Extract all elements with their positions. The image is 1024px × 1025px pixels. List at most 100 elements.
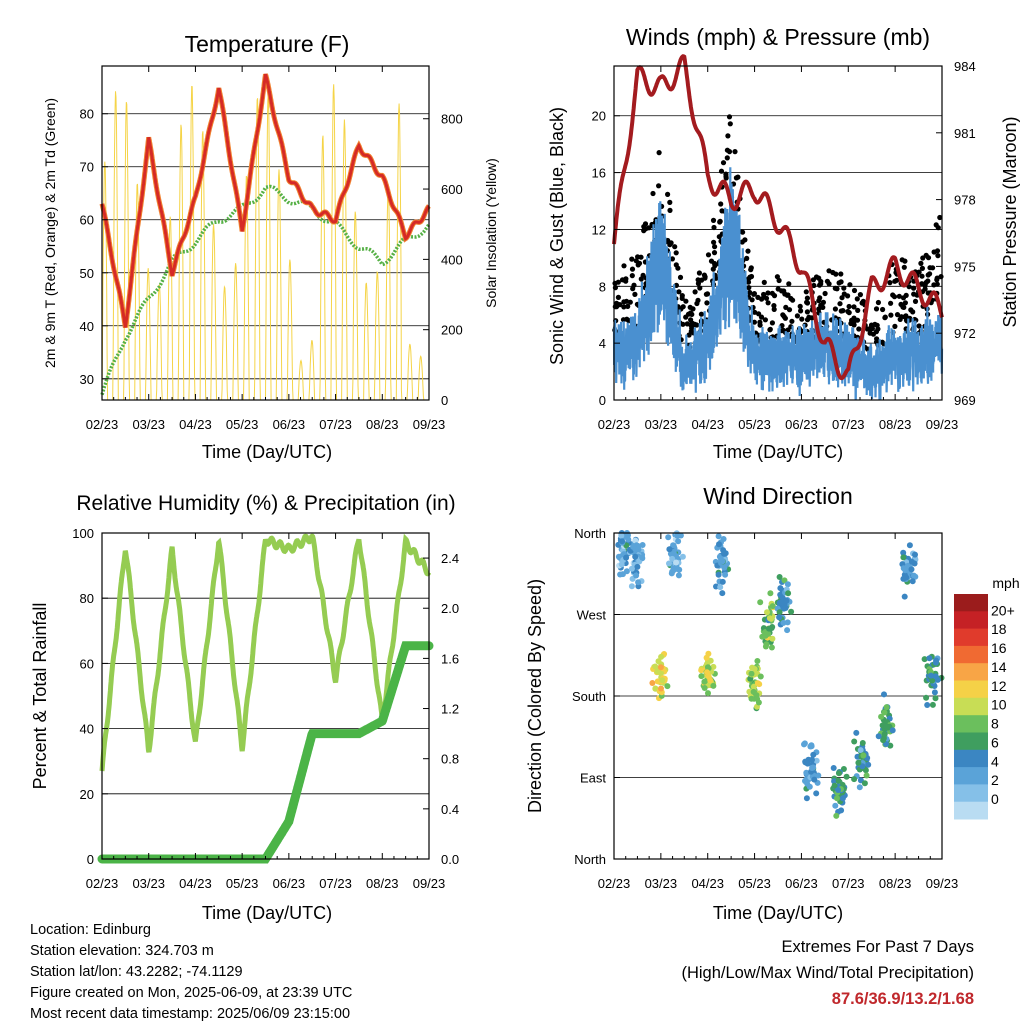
gust-point bbox=[703, 291, 710, 297]
temperature-panel: Temperature (F) 02/23 03/23 04/23 05/23 06/2… bbox=[42, 31, 499, 462]
direction-point bbox=[900, 554, 907, 561]
gust-point bbox=[667, 207, 673, 213]
direction-panel: Wind Direction 02/23 03/23 04/23 05/23 06/23… bbox=[525, 483, 1020, 923]
y-tick-label: 20 bbox=[80, 787, 94, 802]
gust-point bbox=[698, 311, 705, 317]
colorbar-swatch bbox=[954, 680, 988, 699]
x-tick-label: 02/23 bbox=[598, 417, 631, 432]
gust-point bbox=[710, 266, 716, 272]
x-tick-label: 05/23 bbox=[226, 417, 259, 432]
direction-point bbox=[619, 571, 626, 578]
gust-point bbox=[677, 274, 684, 280]
gust-point bbox=[859, 300, 865, 306]
direction-point bbox=[655, 668, 662, 675]
temperature-9m-line bbox=[99, 73, 431, 328]
direction-point bbox=[666, 560, 672, 567]
gust-point bbox=[623, 298, 630, 304]
gust-point bbox=[896, 293, 902, 299]
x-tick-label: 05/23 bbox=[226, 876, 259, 891]
gust-point bbox=[761, 291, 767, 298]
direction-point bbox=[803, 795, 810, 802]
direction-point bbox=[931, 689, 938, 696]
gust-point bbox=[621, 304, 627, 310]
gust-point bbox=[803, 289, 809, 295]
gust-point bbox=[879, 339, 885, 345]
gust-point bbox=[725, 133, 731, 139]
direction-point bbox=[908, 566, 915, 573]
gust-point bbox=[688, 317, 694, 323]
gust-point bbox=[873, 306, 880, 312]
y-tick-label: 70 bbox=[80, 160, 94, 175]
temperature-ylabel-left: 2m & 9m T (Red, Orange) & 2m Td (Green) bbox=[42, 98, 58, 368]
direction-point bbox=[857, 747, 864, 754]
gust-point bbox=[832, 306, 839, 312]
colorbar-label: 20+ bbox=[991, 602, 1015, 618]
direction-point bbox=[881, 731, 888, 738]
x-tick-label: 08/23 bbox=[879, 876, 912, 891]
direction-point bbox=[720, 536, 727, 542]
gust-point bbox=[676, 289, 682, 295]
gust-point bbox=[748, 265, 754, 271]
gust-point bbox=[934, 275, 940, 281]
gust-point bbox=[894, 312, 901, 318]
direction-point bbox=[630, 543, 637, 550]
gust-point bbox=[711, 250, 718, 256]
direction-point bbox=[782, 605, 789, 611]
direction-point bbox=[707, 677, 714, 684]
gust-point bbox=[724, 155, 730, 161]
direction-point bbox=[746, 688, 753, 695]
gust-point bbox=[710, 217, 717, 223]
x-tick-label: 04/23 bbox=[691, 417, 724, 432]
direction-point bbox=[722, 571, 729, 578]
direction-point bbox=[881, 691, 887, 698]
direction-point bbox=[932, 673, 939, 680]
y2-tick-label: 0.4 bbox=[441, 802, 459, 817]
station-elevation: Station elevation: 324.703 m bbox=[30, 943, 214, 959]
gust-point bbox=[925, 278, 931, 284]
gust-point bbox=[635, 262, 641, 268]
gust-point bbox=[614, 300, 620, 306]
gust-point bbox=[846, 303, 852, 310]
gust-point bbox=[798, 308, 804, 314]
y-tick-label: 50 bbox=[80, 266, 94, 281]
direction-point bbox=[861, 780, 868, 787]
gust-point bbox=[747, 289, 753, 296]
gust-point bbox=[771, 306, 777, 312]
gust-point bbox=[629, 256, 635, 262]
gust-point bbox=[804, 300, 811, 306]
direction-point bbox=[766, 625, 772, 632]
gust-point bbox=[830, 269, 836, 276]
gust-point bbox=[786, 307, 793, 313]
direction-point bbox=[909, 578, 916, 585]
gust-point bbox=[781, 288, 787, 294]
gust-point bbox=[851, 319, 857, 325]
gust-point bbox=[854, 296, 860, 302]
winds-ylabel-right: Station Pressure (Maroon) bbox=[1000, 116, 1020, 327]
colorbar-label: 4 bbox=[991, 753, 999, 769]
direction-point bbox=[701, 678, 708, 685]
gust-point bbox=[882, 314, 888, 320]
y-tick-label: 30 bbox=[80, 372, 94, 387]
x-tick-label: 09/23 bbox=[926, 417, 959, 432]
direction-point bbox=[665, 534, 672, 541]
direction-point bbox=[921, 656, 928, 663]
gust-point bbox=[841, 291, 847, 297]
direction-point bbox=[715, 571, 722, 578]
direction-point bbox=[909, 558, 915, 565]
gust-point bbox=[667, 242, 673, 248]
direction-point bbox=[710, 682, 717, 689]
gust-point bbox=[702, 274, 708, 280]
gust-point bbox=[851, 315, 857, 321]
direction-point bbox=[832, 802, 839, 809]
direction-point bbox=[801, 740, 808, 747]
humidity-ticks: 02/23 03/23 04/23 05/23 06/23 07/23 08/23 09/23… bbox=[72, 526, 459, 891]
y-tick-label: 20 bbox=[592, 109, 606, 124]
direction-point bbox=[912, 551, 918, 558]
direction-point bbox=[910, 572, 917, 579]
direction-point bbox=[851, 738, 858, 745]
y-tick-label: 8 bbox=[599, 279, 606, 294]
gust-point bbox=[789, 318, 795, 324]
x-tick-label: 03/23 bbox=[645, 876, 678, 891]
gust-point bbox=[762, 317, 769, 323]
gust-point bbox=[692, 289, 698, 295]
